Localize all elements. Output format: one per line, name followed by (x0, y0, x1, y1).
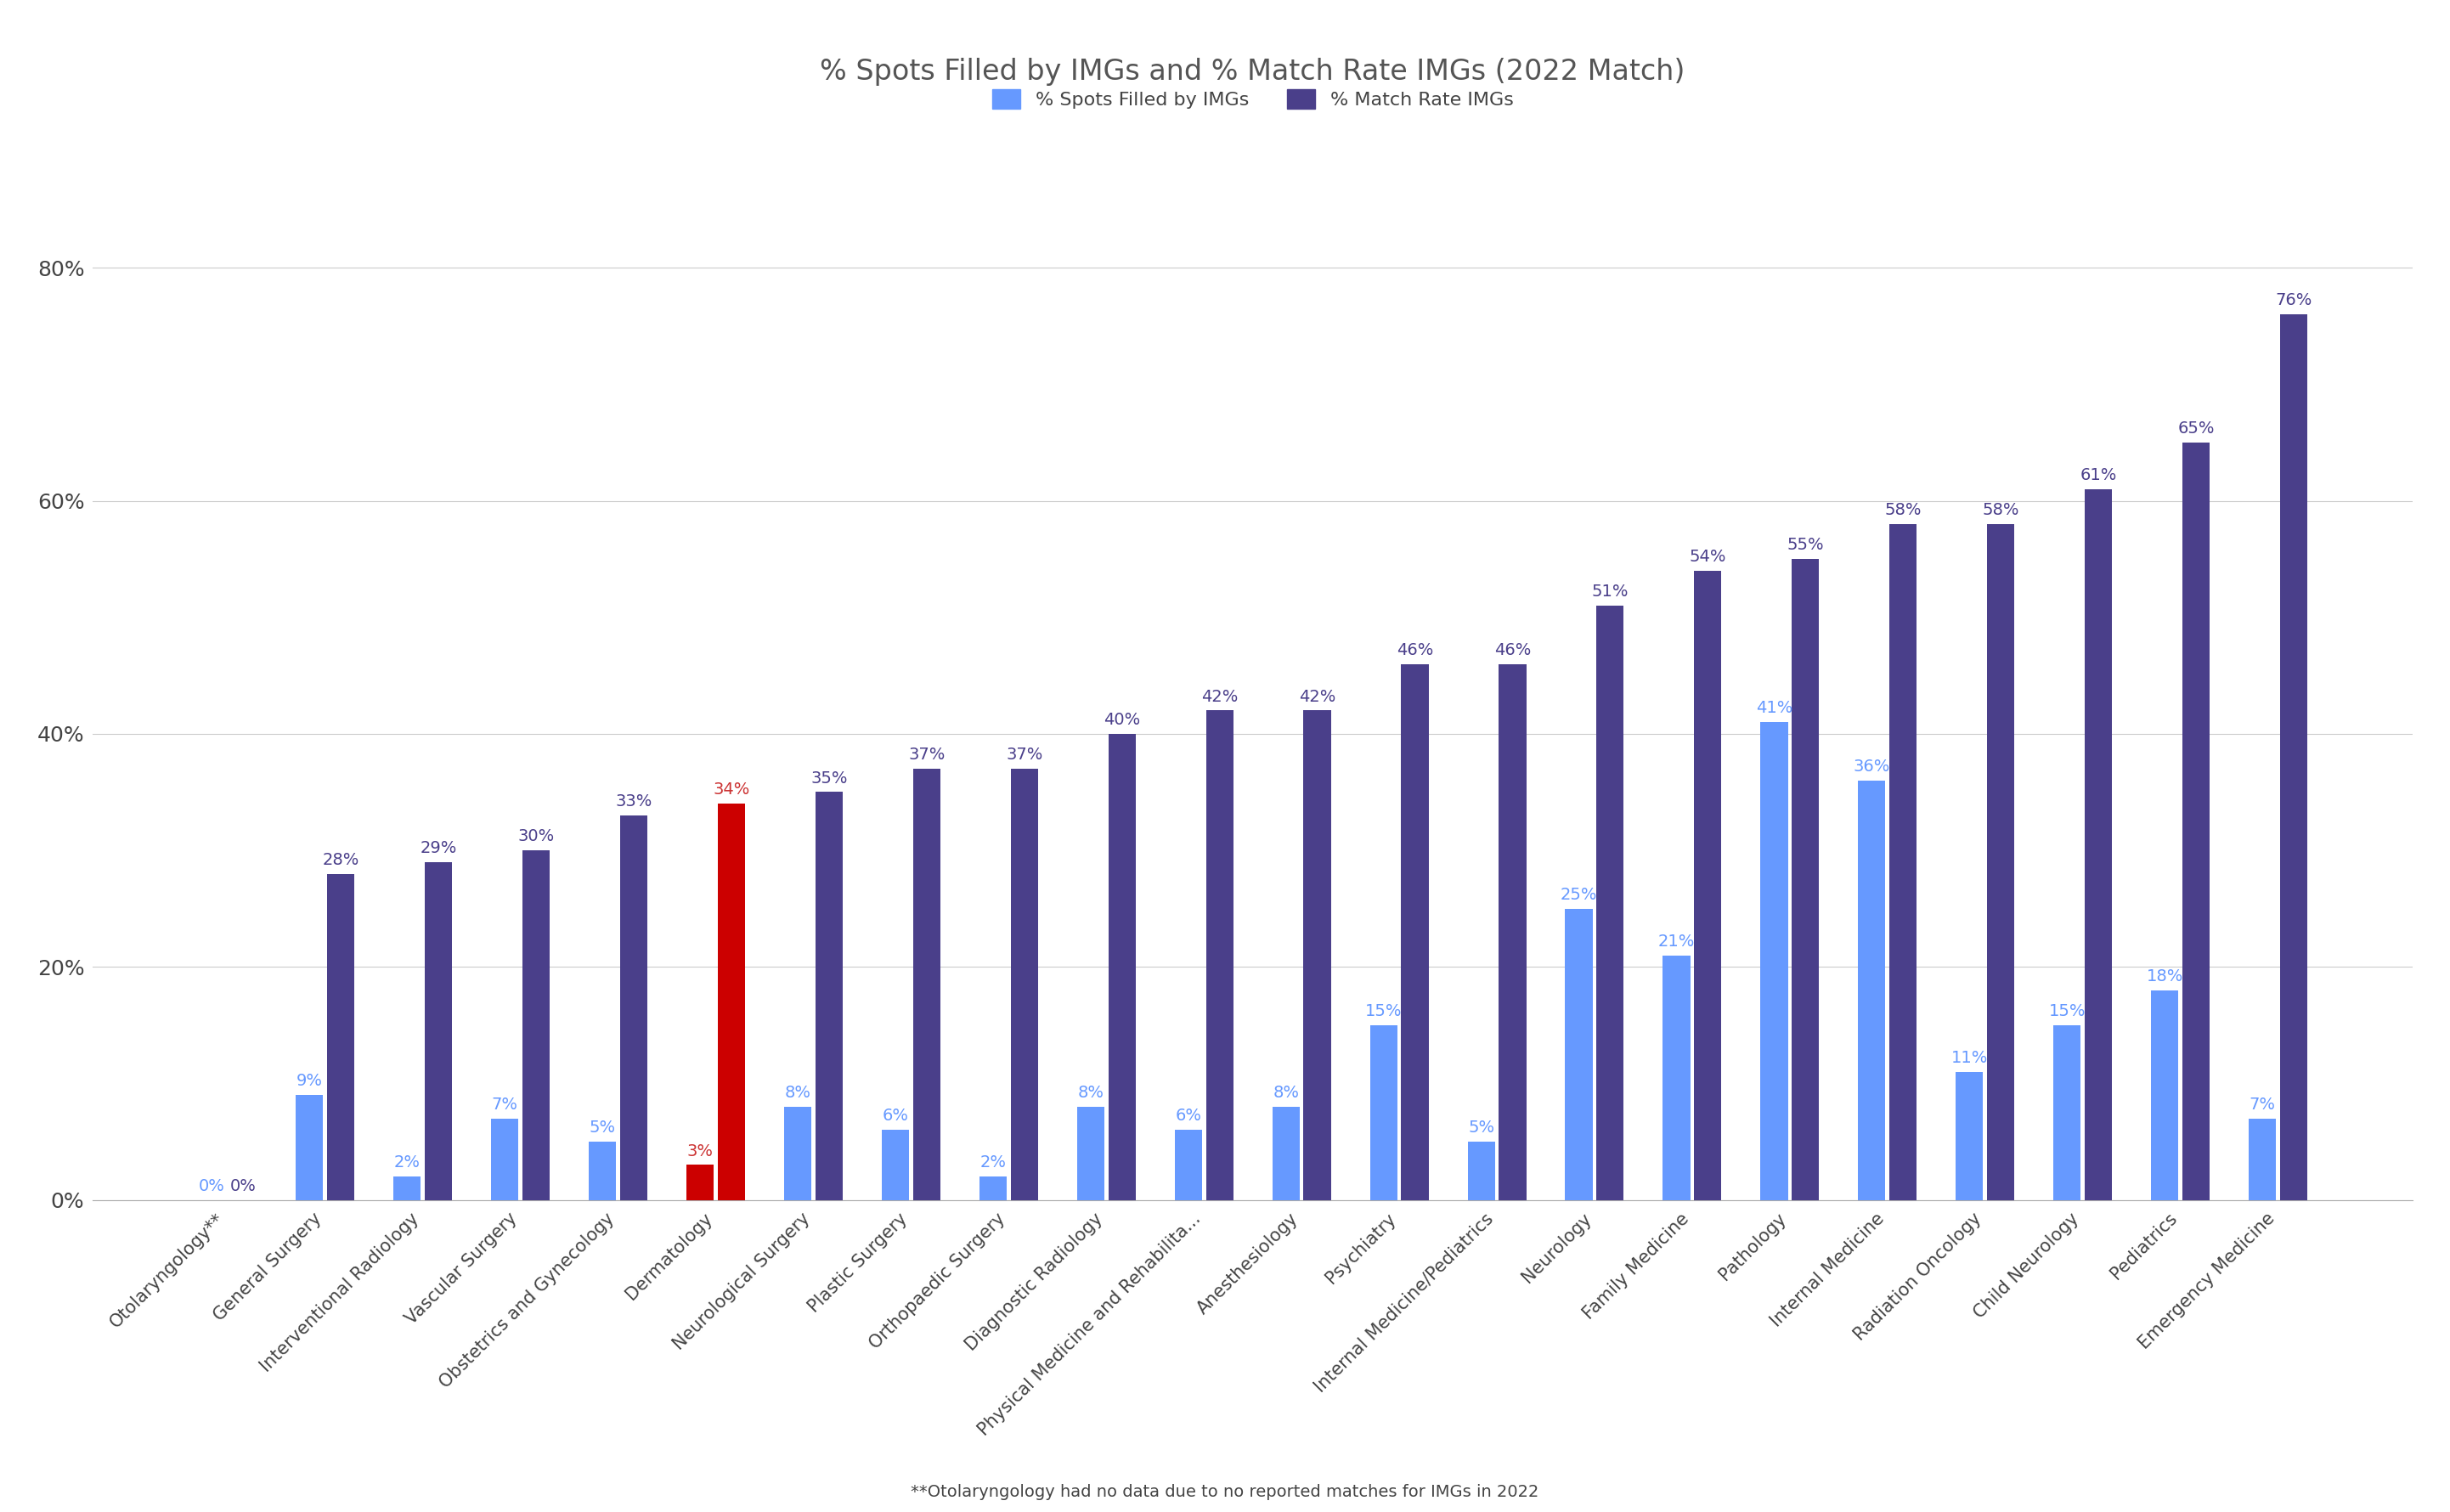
Text: 35%: 35% (811, 770, 848, 786)
Text: 42%: 42% (1298, 688, 1335, 705)
Title: % Spots Filled by IMGs and % Match Rate IMGs (2022 Match): % Spots Filled by IMGs and % Match Rate … (821, 57, 1686, 86)
Bar (1597, 606, 1624, 1201)
Text: **Otolaryngology had no data due to no reported matches for IMGs in 2022: **Otolaryngology had no data due to no r… (911, 1483, 1539, 1500)
Text: 61%: 61% (2080, 467, 2117, 484)
Bar (1499, 664, 1526, 1201)
Text: 65%: 65% (2178, 420, 2215, 437)
Bar (328, 874, 355, 1201)
Bar (522, 850, 549, 1201)
Text: 2%: 2% (980, 1155, 1007, 1170)
Bar (1078, 1107, 1105, 1201)
Bar (490, 1119, 519, 1201)
Bar (1889, 525, 1916, 1201)
Bar (1791, 559, 1818, 1201)
Text: 55%: 55% (1786, 537, 1823, 553)
Bar (588, 1142, 615, 1201)
Text: 6%: 6% (882, 1108, 909, 1123)
Text: 54%: 54% (1690, 549, 1727, 565)
Bar (882, 1129, 909, 1201)
Text: 15%: 15% (2048, 1002, 2085, 1019)
Bar (2053, 1025, 2080, 1201)
Text: 15%: 15% (1365, 1002, 1401, 1019)
Bar (2151, 990, 2178, 1201)
Text: 37%: 37% (909, 747, 946, 764)
Text: 33%: 33% (615, 794, 652, 809)
Bar (2281, 314, 2308, 1201)
Text: 41%: 41% (1757, 700, 1793, 717)
Text: 0%: 0% (198, 1178, 225, 1194)
Bar (914, 768, 941, 1201)
Text: 58%: 58% (1982, 502, 2019, 519)
Text: 36%: 36% (1852, 759, 1891, 774)
Text: 29%: 29% (419, 841, 456, 856)
Bar (1107, 733, 1137, 1201)
Text: 7%: 7% (492, 1096, 517, 1113)
Bar (394, 1176, 421, 1201)
Bar (2249, 1119, 2276, 1201)
Bar (2085, 490, 2112, 1201)
Text: 8%: 8% (784, 1084, 811, 1101)
Text: 51%: 51% (1592, 584, 1629, 600)
Text: 42%: 42% (1200, 688, 1237, 705)
Text: 8%: 8% (1078, 1084, 1105, 1101)
Bar (1468, 1142, 1494, 1201)
Text: 11%: 11% (1950, 1049, 1987, 1066)
Bar (1370, 1025, 1396, 1201)
Text: 5%: 5% (1468, 1120, 1494, 1136)
Bar (1693, 570, 1722, 1201)
Bar (1303, 711, 1330, 1201)
Text: 5%: 5% (590, 1120, 615, 1136)
Bar (1955, 1072, 1982, 1201)
Text: 6%: 6% (1176, 1108, 1200, 1123)
Text: 3%: 3% (686, 1143, 713, 1160)
Text: 9%: 9% (296, 1074, 323, 1089)
Bar (1205, 711, 1232, 1201)
Bar (2183, 443, 2210, 1201)
Text: 34%: 34% (713, 782, 750, 798)
Text: 76%: 76% (2276, 292, 2313, 308)
Text: 46%: 46% (1494, 643, 1531, 658)
Bar (784, 1107, 811, 1201)
Bar (1987, 525, 2014, 1201)
Bar (1272, 1107, 1298, 1201)
Legend: % Spots Filled by IMGs, % Match Rate IMGs: % Spots Filled by IMGs, % Match Rate IMG… (985, 82, 1521, 116)
Bar (620, 815, 647, 1201)
Text: 25%: 25% (1561, 886, 1597, 903)
Bar (296, 1095, 323, 1201)
Bar (1009, 768, 1039, 1201)
Bar (718, 804, 745, 1201)
Text: 18%: 18% (2146, 968, 2183, 984)
Text: 46%: 46% (1396, 643, 1433, 658)
Text: 8%: 8% (1274, 1084, 1298, 1101)
Text: 28%: 28% (323, 851, 360, 868)
Text: 2%: 2% (394, 1155, 421, 1170)
Text: 40%: 40% (1102, 712, 1139, 727)
Bar (1401, 664, 1428, 1201)
Text: 7%: 7% (2249, 1096, 2276, 1113)
Bar (686, 1164, 713, 1201)
Bar (1566, 909, 1592, 1201)
Text: 30%: 30% (517, 829, 554, 845)
Text: 58%: 58% (1884, 502, 1921, 519)
Bar (424, 862, 453, 1201)
Text: 37%: 37% (1007, 747, 1044, 764)
Bar (1762, 723, 1788, 1201)
Bar (1857, 780, 1887, 1201)
Bar (980, 1176, 1007, 1201)
Text: 21%: 21% (1659, 933, 1695, 950)
Bar (1664, 956, 1690, 1201)
Bar (1174, 1129, 1203, 1201)
Text: 0%: 0% (230, 1178, 257, 1194)
Bar (816, 792, 843, 1201)
